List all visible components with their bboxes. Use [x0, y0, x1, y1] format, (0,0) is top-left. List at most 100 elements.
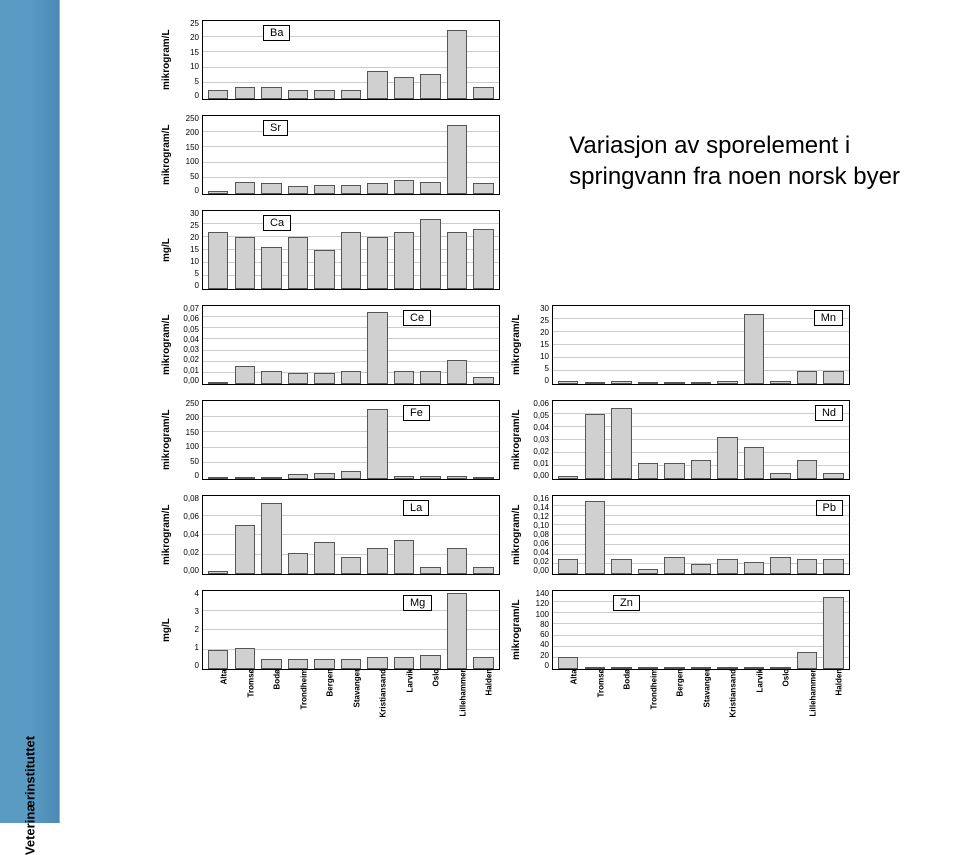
bar: [691, 667, 711, 669]
bar: [288, 474, 308, 479]
bar: [314, 250, 334, 289]
bar: [341, 557, 361, 574]
bar: [797, 460, 817, 480]
bar: [744, 667, 764, 669]
bar: [447, 125, 467, 194]
plot-area: Sr: [202, 115, 500, 195]
bar: [823, 473, 843, 480]
bar: [261, 247, 281, 289]
bar: [341, 232, 361, 289]
bar: [261, 371, 281, 384]
bar: [447, 476, 467, 479]
yaxis: 0,080,060,040,020,00: [174, 495, 202, 575]
bar: [558, 559, 578, 574]
ylabel: mikrogram/L: [160, 115, 174, 195]
bar: [473, 229, 493, 289]
yaxis: 140120100806040200: [524, 590, 552, 670]
bar: [208, 191, 228, 194]
plot-area: Mn: [552, 305, 850, 385]
bar: [473, 477, 493, 479]
bar: [367, 71, 387, 99]
sidebar-label: Veterinærinstituttet: [22, 736, 37, 855]
bar: [717, 559, 737, 574]
element-label: La: [403, 500, 429, 516]
bar: [744, 314, 764, 384]
bar: [341, 659, 361, 669]
bar: [691, 382, 711, 384]
plot-area: Ba: [202, 20, 500, 100]
headline-line2: springvann fra noen norsk byer: [569, 163, 900, 190]
bar: [367, 237, 387, 289]
bar: [367, 409, 387, 479]
bar: [208, 232, 228, 289]
bar: [558, 381, 578, 384]
bar: [585, 382, 605, 384]
bar: [314, 90, 334, 99]
bar: [208, 382, 228, 384]
bar: [394, 657, 414, 669]
yaxis: 43210: [174, 590, 202, 670]
bar: [394, 476, 414, 479]
chart-ca: mg/L302520151050Ca: [160, 210, 500, 290]
plot-area: La: [202, 495, 500, 575]
yaxis: 302520151050: [174, 210, 202, 290]
bar: [611, 559, 631, 574]
bar: [638, 382, 658, 384]
bar: [420, 74, 440, 99]
bar: [341, 90, 361, 99]
bar: [420, 371, 440, 384]
bar: [367, 657, 387, 669]
bar: [341, 185, 361, 194]
bar: [664, 667, 684, 669]
bar: [447, 30, 467, 99]
bar: [235, 182, 255, 194]
bar: [261, 503, 281, 574]
bar: [823, 371, 843, 384]
ylabel: mg/L: [160, 590, 174, 670]
bar: [367, 548, 387, 574]
bar: [314, 185, 334, 194]
bar: [638, 667, 658, 669]
ylabel: mikrogram/L: [160, 400, 174, 480]
chart-sr: mikrogram/L250200150100500Sr: [160, 115, 500, 195]
bar: [235, 366, 255, 384]
bar: [558, 476, 578, 479]
yaxis: 0,070,060,050,040,030,020,010,00: [174, 305, 202, 385]
bar: [208, 477, 228, 479]
bar: [770, 381, 790, 384]
bar: [235, 648, 255, 669]
chart-ce: mikrogram/L0,070,060,050,040,030,020,010…: [160, 305, 500, 385]
bar: [447, 548, 467, 574]
bar: [611, 408, 631, 480]
chart-ba: mikrogram/L2520151050Ba: [160, 20, 500, 100]
element-label: Mg: [403, 595, 432, 611]
bar: [420, 567, 440, 574]
yaxis: 0,160,140,120,100,080,060,040,020,00: [524, 495, 552, 575]
bar: [664, 382, 684, 384]
bar: [394, 371, 414, 384]
ylabel: mikrogram/L: [510, 305, 524, 385]
bar: [770, 667, 790, 669]
ylabel: mikrogram/L: [160, 305, 174, 385]
bar: [558, 657, 578, 669]
chart-mg: mg/L43210MgAltaTromsøBodøTrondheimBergen…: [160, 590, 500, 670]
bar: [823, 559, 843, 574]
bar: [585, 501, 605, 574]
bar: [717, 437, 737, 479]
bar: [394, 180, 414, 194]
bar: [797, 371, 817, 384]
bar: [691, 460, 711, 480]
bar: [744, 447, 764, 480]
page-headline: Variasjon av sporelement i springvann fr…: [569, 130, 900, 192]
main-content: Variasjon av sporelement i springvann fr…: [60, 0, 960, 823]
bar: [314, 473, 334, 479]
element-label: Zn: [613, 595, 640, 611]
bar: [823, 597, 843, 669]
bar: [314, 659, 334, 669]
bar: [288, 373, 308, 384]
bar: [447, 360, 467, 385]
bar: [235, 237, 255, 289]
bar: [420, 476, 440, 479]
bar: [473, 567, 493, 574]
xaxis: AltaTromsøBodøTrondheimBergenStavangerKr…: [203, 669, 499, 719]
